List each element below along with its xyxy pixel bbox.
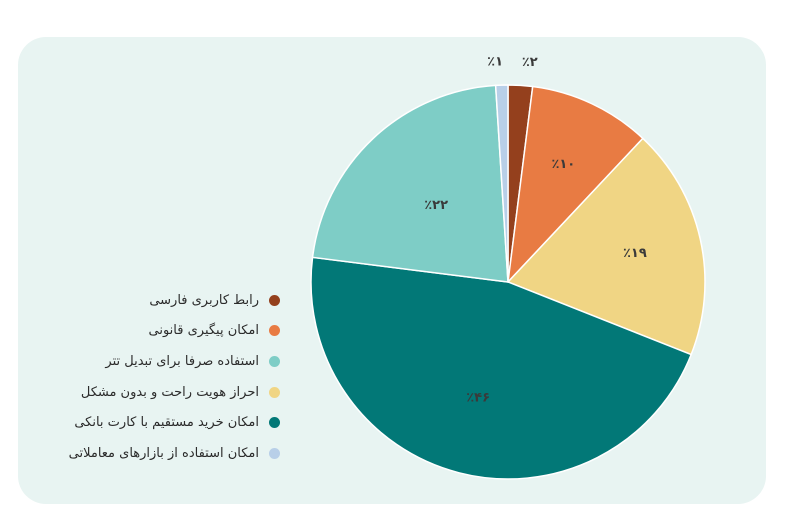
pie-slice-4 bbox=[310, 256, 693, 480]
legend-label: استفاده صرفا برای تبدیل تتر bbox=[105, 353, 259, 369]
legend-label: امکان استفاده از بازارهای معاملاتی bbox=[68, 445, 259, 461]
legend-swatch bbox=[269, 294, 280, 306]
legend-label: احراز هویت راحت و بدون مشکل bbox=[80, 384, 259, 400]
legend-item: استفاده صرفا برای تبدیل تتر bbox=[40, 351, 280, 371]
legend-item: رابط کاربری فارسی bbox=[40, 290, 280, 310]
legend-swatch bbox=[269, 325, 280, 337]
slice-label-2: ٪۱۰ bbox=[551, 157, 575, 172]
legend-swatch bbox=[269, 355, 280, 367]
slice-label-1: ٪۲ bbox=[522, 55, 538, 70]
legend-item: امکان خرید مستقیم با کارت بانکی bbox=[40, 413, 280, 433]
legend-item: احراز هویت راحت و بدون مشکل bbox=[40, 382, 280, 402]
pie-slice-2 bbox=[506, 85, 644, 285]
slice-label-3: ٪۱۹ bbox=[623, 246, 647, 261]
legend-swatch bbox=[269, 417, 280, 429]
pie-slice-6 bbox=[494, 84, 509, 283]
pie-slice-5 bbox=[311, 84, 509, 283]
slice-label-6: ٪۱ bbox=[487, 55, 503, 70]
slice-label-5: ٪۲۲ bbox=[424, 198, 448, 213]
legend-label: امکان خرید مستقیم با کارت بانکی bbox=[74, 415, 259, 431]
pie-slice-3 bbox=[506, 137, 706, 356]
legend-label: رابط کاربری فارسی bbox=[149, 292, 259, 308]
legend-item: امکان پیگیری قانونی bbox=[40, 321, 280, 341]
pie-labels: ٪۲ ٪۱۰ ٪۱۹ ٪۴۶ ٪۲۲ ٪۱ bbox=[424, 55, 647, 406]
legend: رابط کاربری فارسی امکان پیگیری قانونی استف… bbox=[40, 290, 280, 474]
pie-slices bbox=[310, 84, 706, 480]
slice-label-4: ٪۴۶ bbox=[466, 391, 490, 406]
legend-label: امکان پیگیری قانونی bbox=[148, 323, 259, 339]
legend-swatch bbox=[269, 447, 280, 459]
legend-item: امکان استفاده از بازارهای معاملاتی bbox=[40, 443, 280, 463]
legend-swatch bbox=[269, 386, 280, 398]
